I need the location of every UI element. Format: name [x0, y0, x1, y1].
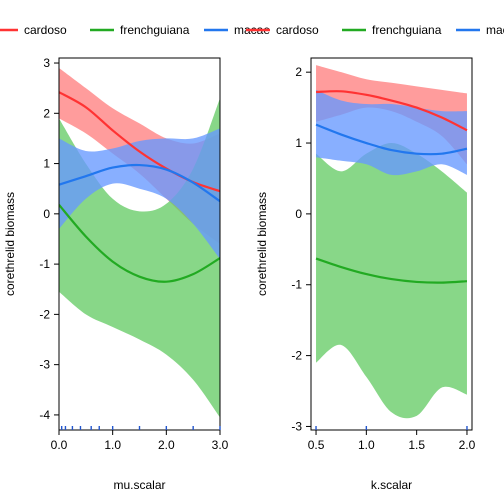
line-cardoso	[315, 90, 468, 132]
rug-marks	[60, 426, 221, 430]
y-tick-label: -2	[39, 307, 50, 321]
y-tick-label: -4	[39, 408, 50, 422]
y-tick-label: 3	[43, 56, 50, 70]
x-tick-label: 2.0	[459, 438, 476, 452]
confidence-bands	[59, 68, 220, 418]
x-tick-label: 0.5	[308, 438, 325, 452]
x-tick-label: 1.0	[358, 438, 375, 452]
y-axis: -3 -2 -1 0 1 2	[291, 65, 311, 433]
line-frenchguiana	[59, 204, 220, 283]
legend-label-macae: macae	[486, 23, 504, 37]
line-macae	[315, 123, 468, 156]
legend-label-frenchguiana: frenchguiana	[372, 23, 442, 37]
series-lines	[315, 90, 468, 284]
y-tick-label: 2	[43, 106, 50, 120]
y-tick-label: 0	[295, 207, 302, 221]
x-tick-label: 2.0	[158, 438, 175, 452]
y-tick-label: 0	[43, 207, 50, 221]
x-axis: 0.0 1.0 2.0 3.0	[51, 430, 229, 452]
y-tick-label: -3	[291, 419, 302, 433]
x-tick-label: 0.0	[51, 438, 68, 452]
x-tick-label: 1.0	[104, 438, 121, 452]
line-frenchguiana	[315, 257, 468, 284]
y-tick-label: 2	[295, 65, 302, 79]
panel-k-scalar: cardoso frenchguiana macae -3 -2 -1 0 1 2 0.5 1.…	[246, 23, 504, 492]
x-axis-label: mu.scalar	[113, 478, 165, 492]
y-axis-label: corethrelid biomass	[3, 192, 17, 296]
y-tick-label: -1	[39, 257, 50, 271]
legend-label-frenchguiana: frenchguiana	[120, 23, 190, 37]
band-cardoso	[316, 65, 467, 165]
plot-frame	[310, 57, 473, 431]
y-tick-label: -2	[291, 349, 302, 363]
legend: cardoso frenchguiana macae	[246, 23, 504, 37]
y-axis: -4 -3 -2 -1 0 1 2 3	[39, 56, 59, 422]
x-tick-label: 3.0	[212, 438, 229, 452]
band-macae	[59, 128, 220, 260]
x-tick-label: 1.5	[408, 438, 425, 452]
legend-label-cardoso: cardoso	[24, 23, 67, 37]
band-frenchguiana	[59, 98, 220, 418]
series-lines	[59, 91, 220, 283]
x-axis-label: k.scalar	[371, 478, 412, 492]
y-tick-label: 1	[43, 157, 50, 171]
line-macae	[59, 163, 220, 203]
band-frenchguiana	[316, 143, 467, 419]
y-tick-label: -3	[39, 358, 50, 372]
y-tick-label: -1	[291, 278, 302, 292]
x-axis: 0.5 1.0 1.5 2.0	[308, 430, 476, 452]
rug-marks	[315, 426, 468, 430]
y-tick-label: 1	[295, 136, 302, 150]
legend-label-cardoso: cardoso	[276, 23, 319, 37]
y-axis-label: corethrelid biomass	[255, 192, 269, 296]
